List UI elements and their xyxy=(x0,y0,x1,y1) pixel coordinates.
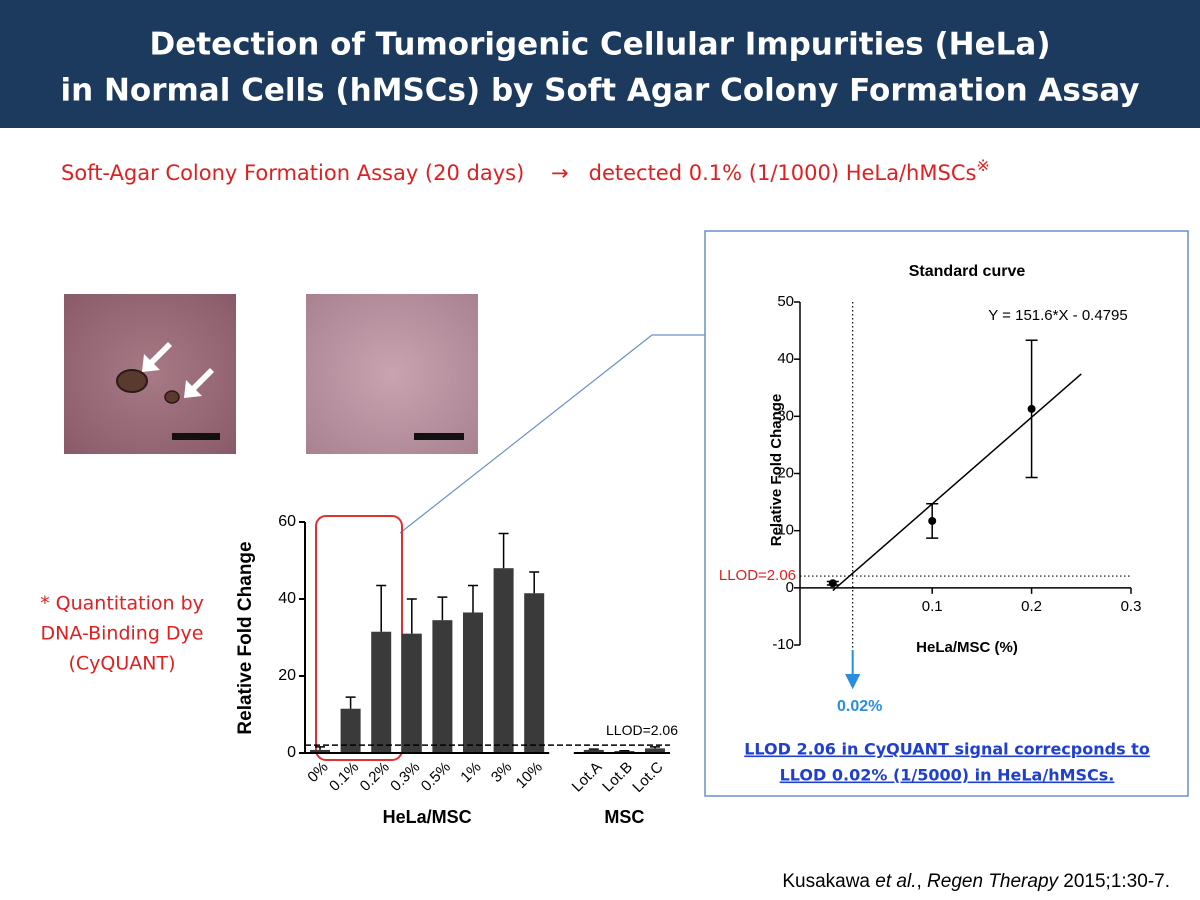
error-bar xyxy=(406,598,417,634)
y-tick-label: 30 xyxy=(777,407,794,424)
citation-part: et al. xyxy=(875,871,916,892)
x-tick-label: Lot.B xyxy=(599,759,636,796)
error-bar xyxy=(345,696,356,709)
x-tick-label: 0.2 xyxy=(1021,598,1042,615)
citation-part: Kusakawa xyxy=(782,871,875,892)
chart-title: Standard curve xyxy=(909,263,1026,280)
subtitle: Soft-Agar Colony Formation Assay (20 day… xyxy=(61,156,990,186)
x-tick-label: 0.1% xyxy=(326,759,362,795)
fit-equation: Y = 151.6*X - 0.4795 xyxy=(988,307,1127,324)
photo-no-colonies xyxy=(306,294,478,454)
bar xyxy=(401,633,422,753)
bar xyxy=(310,749,330,753)
error-bar xyxy=(650,746,660,749)
bar xyxy=(583,749,604,753)
citation: Kusakawa et al., Regen Therapy 2015;1:30… xyxy=(782,871,1170,892)
error-bar xyxy=(498,532,509,569)
llod-x-label: 0.02% xyxy=(837,698,882,715)
citation-part: Regen Therapy xyxy=(927,871,1059,892)
x-tick-label: 0.3 xyxy=(1121,598,1142,615)
slide-title: in Normal Cells (hMSCs) by Soft Agar Col… xyxy=(60,73,1139,109)
conclusion-line: LLOD 0.02% (1/5000) in HeLa/hMSCs. xyxy=(780,766,1115,785)
x-tick-label: 1% xyxy=(457,759,484,786)
fit-line xyxy=(832,373,1082,592)
error-bar xyxy=(468,584,478,613)
error-bar xyxy=(315,746,325,750)
bar xyxy=(340,708,361,753)
x-axis-label: HeLa/MSC (%) xyxy=(916,639,1018,656)
subtitle-assay: Soft-Agar Colony Formation Assay (20 day… xyxy=(61,161,524,185)
y-axis-label: Relative Fold Change xyxy=(768,394,785,547)
y-tick-label: 50 xyxy=(777,293,794,310)
bar xyxy=(645,748,665,753)
error-bar xyxy=(437,596,448,621)
x-tick-label: Lot.C xyxy=(629,759,666,796)
x-tick-label: 3% xyxy=(488,759,515,786)
x-tick-label: 0.3% xyxy=(387,759,423,795)
y-tick-label: 0 xyxy=(786,579,794,596)
group-label: HeLa/MSC xyxy=(383,807,472,827)
bar xyxy=(524,593,545,753)
note-line: * Quantitation by xyxy=(40,593,204,615)
header-bar xyxy=(0,0,1200,128)
y-tick-label: -10 xyxy=(772,636,794,653)
citation-part: 2015;1:30-7. xyxy=(1058,871,1170,892)
photo-colonies xyxy=(64,294,236,454)
subtitle-mark: ※ xyxy=(976,156,989,175)
x-tick-label: 10% xyxy=(513,759,546,792)
x-tick-label: 0.5% xyxy=(418,759,454,795)
x-tick-label: 0.2% xyxy=(357,759,393,795)
data-point xyxy=(1027,404,1036,413)
bar xyxy=(371,631,392,753)
error-bar xyxy=(588,748,599,750)
x-tick-label: Lot.A xyxy=(569,759,606,796)
x-tick-label: 0.1 xyxy=(922,598,943,615)
subtitle-result: detected 0.1% (1/1000) HeLa/hMSCs xyxy=(589,161,977,185)
bar xyxy=(463,612,483,753)
subtitle-arrow: → xyxy=(551,161,569,185)
y-axis-label: Relative Fold Change xyxy=(235,541,256,734)
y-tick-label: 10 xyxy=(777,522,794,539)
bar xyxy=(493,568,514,753)
llod-y-label: LLOD=2.06 xyxy=(719,567,796,584)
llod-label: LLOD=2.06 xyxy=(606,722,678,738)
y-tick-label: 60 xyxy=(278,513,296,530)
error-bar xyxy=(376,584,387,632)
bar xyxy=(432,620,453,753)
conclusion-line: LLOD 2.06 in CyQUANT signal correcponds … xyxy=(744,740,1150,759)
slide-title: Detection of Tumorigenic Cellular Impuri… xyxy=(150,27,1051,63)
note-line: DNA-Binding Dye xyxy=(40,623,203,645)
y-tick-label: 0 xyxy=(287,744,296,761)
callout-line xyxy=(399,334,707,534)
y-tick-label: 20 xyxy=(278,667,296,684)
error-bar xyxy=(529,571,540,594)
curve-panel xyxy=(704,230,1189,797)
y-tick-label: 40 xyxy=(278,590,296,607)
data-point xyxy=(828,579,837,588)
note-line: (CyQUANT) xyxy=(68,653,175,675)
group-label: MSC xyxy=(604,807,644,827)
y-tick-label: 40 xyxy=(777,350,794,367)
y-tick-label: 20 xyxy=(777,464,794,481)
llod-arrow xyxy=(845,650,861,690)
data-point xyxy=(928,516,937,525)
citation-part: , xyxy=(916,871,927,892)
